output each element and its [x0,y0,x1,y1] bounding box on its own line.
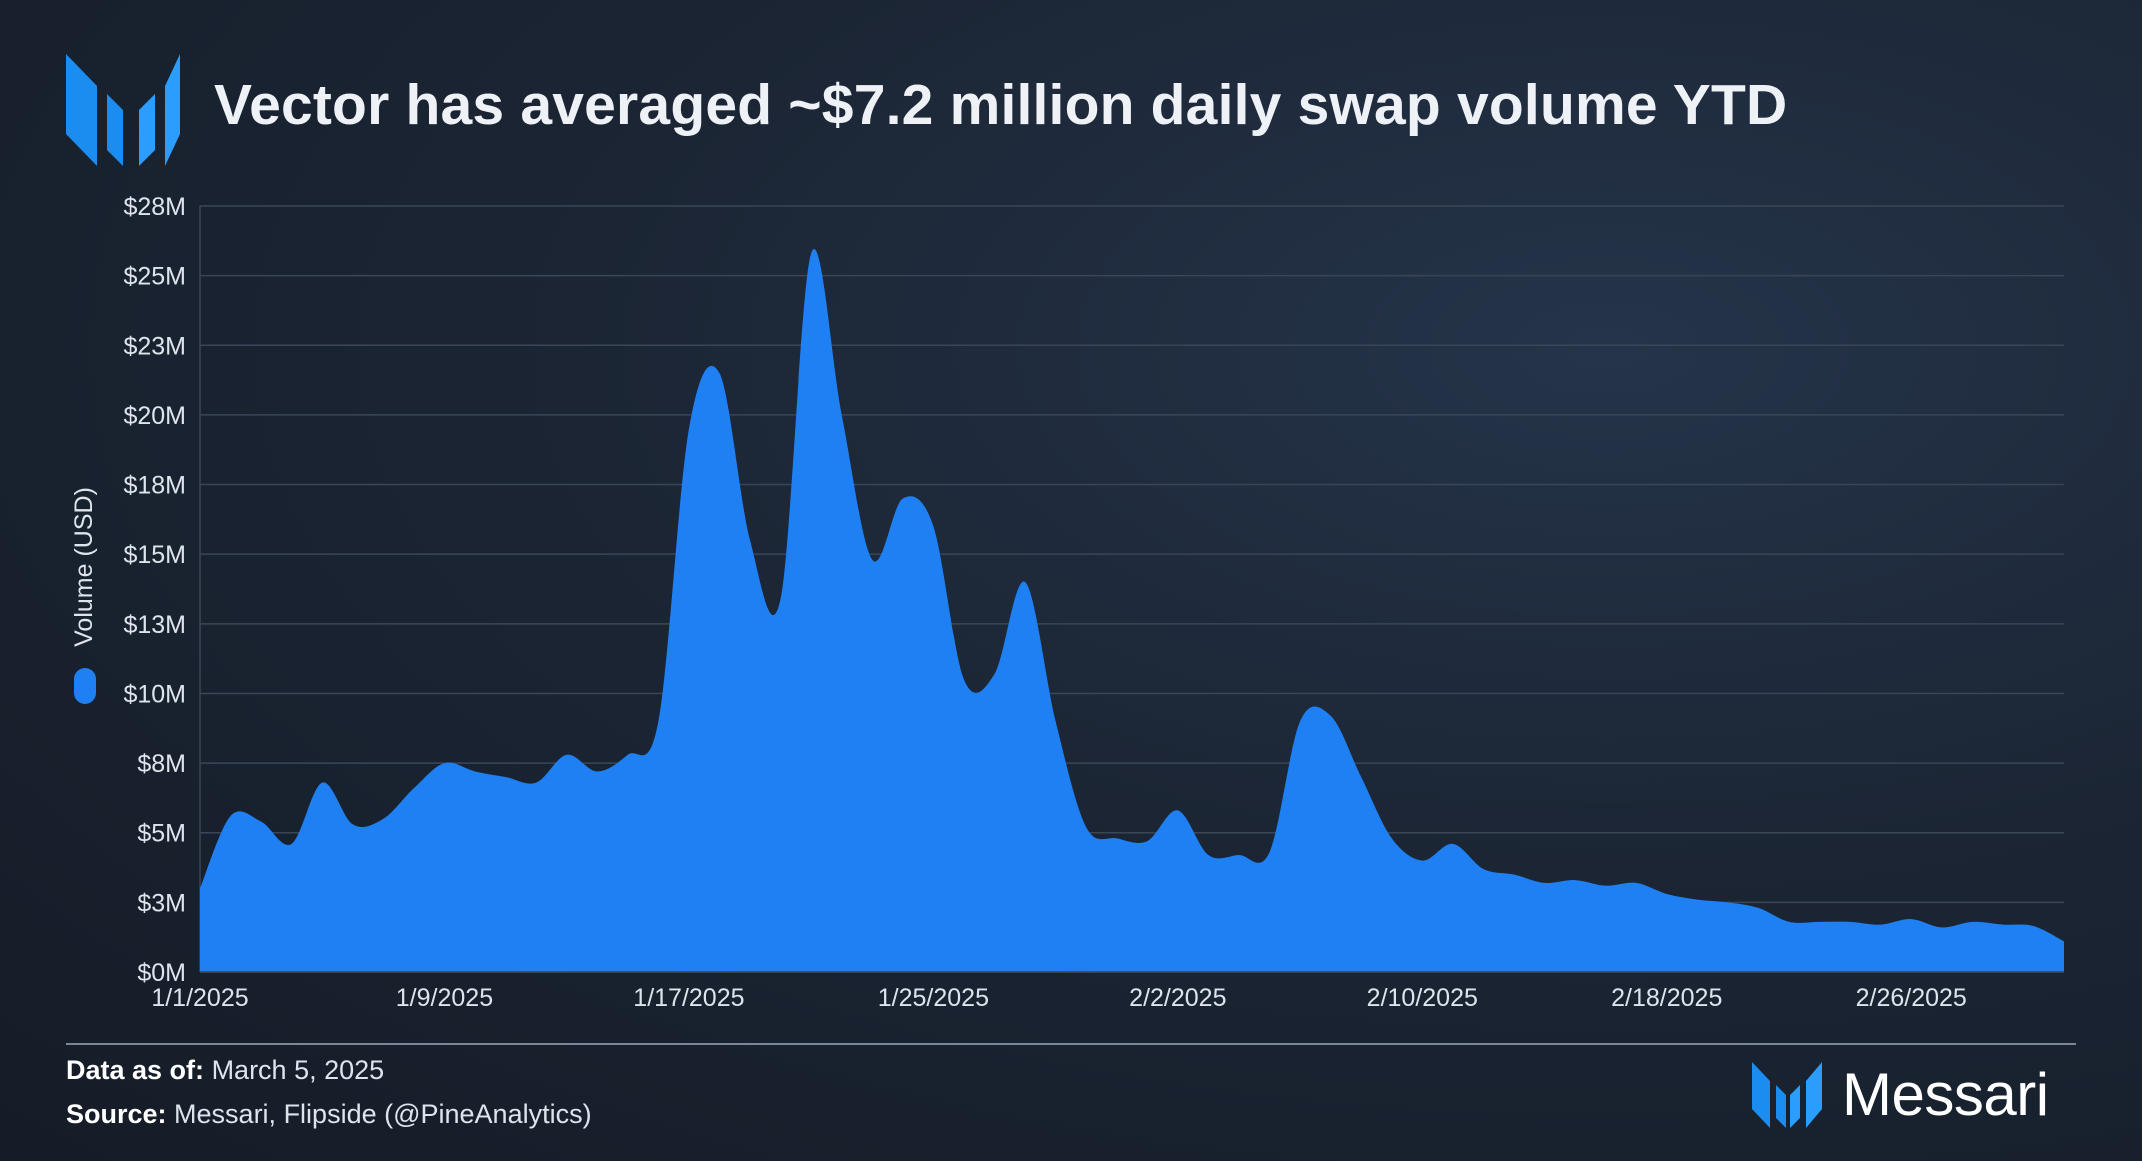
y-axis-ticks: $0M $3M $5M $8M $10M $13M $15M $18M $20M $23M $25M… [123,193,186,987]
y-tick-label: $10M [123,680,186,708]
y-tick-label: $20M [123,402,186,430]
y-tick-label: $13M [123,611,186,639]
y-axis-label: Volume (USD) [70,487,98,647]
y-tick-label: $23M [123,332,186,360]
y-tick-label: $5M [137,820,186,848]
footer-divider [66,1043,2076,1045]
brand-logo-icon [1752,1062,1822,1128]
y-tick-label: $15M [123,541,186,569]
y-tick-label: $0M [137,959,186,987]
data-as-of-value: March 5, 2025 [211,1055,385,1085]
y-tick-label: $3M [137,889,186,917]
x-tick-label: 2/26/2025 [1856,984,1967,1012]
x-tick-label: 2/10/2025 [1367,984,1478,1012]
source-label: Source: [66,1099,167,1129]
x-tick-label: 1/1/2025 [151,984,248,1012]
x-tick-label: 1/25/2025 [878,984,989,1012]
chart-title: Vector has averaged ~$7.2 million daily … [214,73,1788,137]
y-axis-label-group: Volume (USD) [70,487,98,704]
chart: $0M $3M $5M $8M $10M $13M $15M $18M $20M $23M $25M… [70,193,2064,1012]
x-axis-ticks: 1/1/2025 1/9/2025 1/17/2025 1/25/2025 2/2/20… [151,984,1966,1012]
x-tick-label: 1/17/2025 [633,984,744,1012]
messari-logo-icon [66,54,180,166]
x-tick-label: 2/18/2025 [1611,984,1722,1012]
y-tick-label: $28M [123,193,186,221]
source-value: Messari, Flipside (@PineAnalytics) [174,1099,592,1129]
x-tick-label: 2/2/2025 [1129,984,1226,1012]
source-line: Source: Messari, Flipside (@PineAnalytic… [66,1099,592,1130]
y-tick-label: $18M [123,472,186,500]
y-tick-label: $25M [123,263,186,291]
legend-swatch [74,668,96,704]
x-tick-label: 1/9/2025 [396,984,493,1012]
y-tick-label: $8M [137,750,186,778]
brand-name: Messari [1842,1061,2049,1128]
volume-area-series [200,249,2064,973]
data-as-of: Data as of: March 5, 2025 [66,1055,384,1086]
data-as-of-label: Data as of: [66,1055,205,1085]
